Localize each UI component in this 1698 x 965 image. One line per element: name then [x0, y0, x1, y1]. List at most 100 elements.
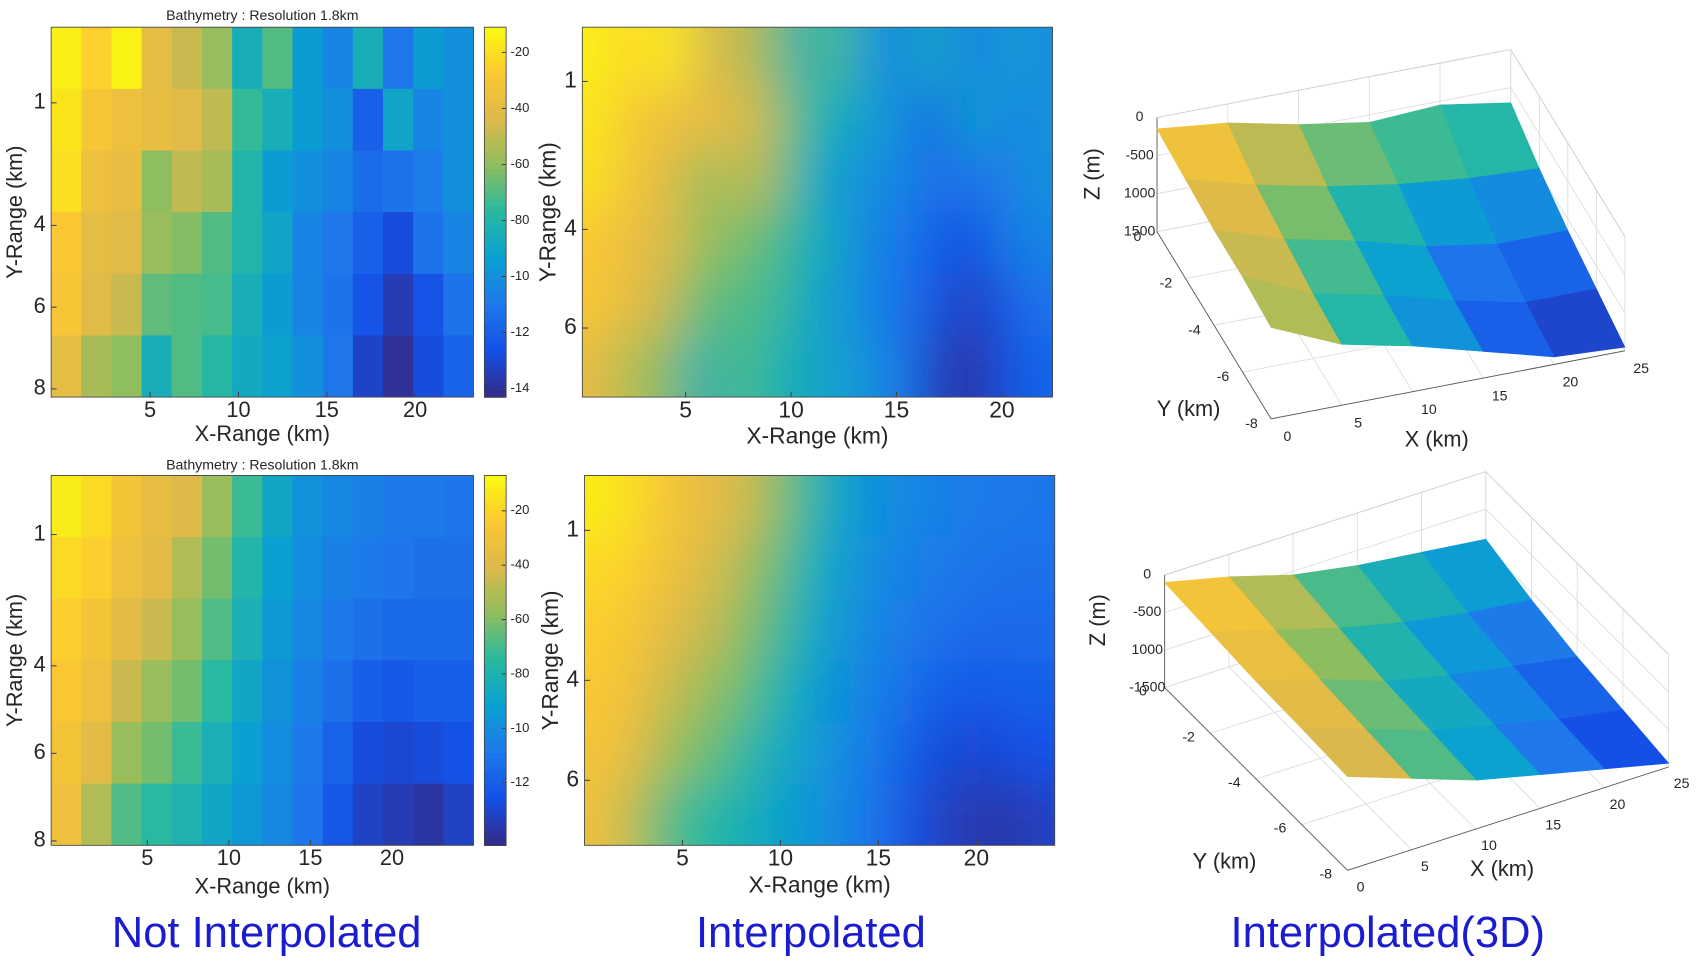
colorbar-swatch — [484, 574, 507, 581]
cell — [413, 150, 444, 213]
cell — [951, 273, 987, 337]
colorbar-swatch — [484, 64, 507, 72]
cell — [951, 212, 987, 275]
cell — [322, 212, 354, 275]
cell — [649, 88, 684, 152]
cell — [750, 212, 785, 275]
cell — [651, 598, 686, 662]
cell — [382, 537, 414, 600]
cell — [685, 660, 720, 723]
cell — [171, 783, 203, 846]
cell — [81, 660, 113, 723]
cell — [232, 598, 263, 662]
x-tick-label: 5 — [676, 845, 689, 871]
cell — [51, 660, 82, 723]
cell — [201, 150, 233, 213]
cell — [985, 273, 1020, 337]
cell — [1018, 335, 1053, 398]
colorbar-swatch — [484, 648, 507, 655]
z-tick-label: -1500 — [1129, 678, 1165, 694]
colorbar-swatch — [484, 366, 507, 374]
cell — [443, 273, 474, 337]
plot-area — [582, 27, 1053, 398]
plot-area — [51, 475, 474, 846]
y-tick-label: -8 — [1319, 865, 1332, 881]
cell — [201, 783, 233, 846]
y-tick-label: -4 — [1188, 321, 1201, 337]
cell — [51, 88, 82, 152]
cell — [81, 27, 113, 90]
colorbar-swatch — [484, 512, 507, 520]
cell — [618, 537, 653, 600]
cell — [649, 150, 684, 213]
x-tick-label: 5 — [144, 397, 156, 422]
colorbar-swatch — [484, 802, 507, 809]
cell — [292, 475, 324, 538]
cell — [201, 335, 233, 398]
colorbar-swatch — [484, 814, 507, 822]
colorbar-swatch — [484, 138, 507, 145]
y-tick-label: -8 — [1245, 415, 1258, 431]
cell — [1018, 27, 1053, 90]
cell — [750, 88, 785, 152]
cell — [953, 722, 989, 785]
colorbar-swatch — [484, 789, 507, 797]
cell — [201, 660, 233, 723]
y-tick-label: 6 — [564, 313, 577, 339]
cell — [262, 475, 294, 538]
plot-area — [51, 27, 474, 398]
cell — [141, 88, 173, 152]
colorbar-swatch — [484, 611, 507, 618]
cell — [819, 475, 854, 538]
colorbar-tick-label: -10 — [510, 268, 529, 283]
cell — [292, 537, 324, 600]
colorbar-tick-label: -20 — [510, 44, 529, 59]
cell — [985, 335, 1020, 398]
plot-frame — [584, 474, 1056, 846]
cell — [232, 150, 263, 213]
cell — [413, 335, 444, 398]
cell — [886, 537, 922, 600]
colorbar-swatch — [484, 33, 507, 41]
colorbar-swatch — [484, 826, 507, 834]
cell — [141, 660, 173, 723]
colorbar-frame — [483, 474, 507, 846]
cell — [851, 212, 886, 275]
cell — [884, 150, 919, 213]
cell — [1018, 88, 1053, 152]
cell — [750, 273, 785, 337]
colorbar-swatch — [484, 286, 507, 293]
colorbar-swatch — [484, 685, 507, 692]
cell — [141, 783, 173, 846]
cell — [232, 537, 263, 600]
cell — [819, 660, 854, 723]
cell — [262, 537, 294, 600]
cell — [783, 335, 819, 398]
cell — [584, 598, 619, 662]
y-tick-label: 4 — [564, 214, 577, 240]
colorbar-swatch — [484, 543, 507, 551]
colorbar-swatch — [484, 279, 507, 287]
cell — [750, 335, 785, 398]
colorbar-swatch — [484, 323, 507, 330]
colorbar-swatch — [484, 310, 507, 318]
colorbar-swatch — [484, 341, 507, 349]
cell — [651, 660, 686, 723]
cell — [443, 212, 474, 275]
cell — [51, 150, 82, 213]
cell — [382, 273, 414, 337]
x-tick-label: 5 — [679, 396, 692, 422]
cell — [413, 212, 444, 275]
cell — [1021, 537, 1055, 600]
cell — [920, 475, 955, 538]
cell — [292, 150, 324, 213]
colorbar-swatch — [484, 623, 507, 631]
cell — [81, 537, 113, 600]
cell — [382, 660, 414, 723]
colorbar-swatch — [484, 777, 507, 785]
colorbar-swatch — [484, 168, 507, 176]
cell — [853, 475, 888, 538]
cell — [443, 150, 474, 213]
cell — [615, 27, 651, 90]
cell — [615, 212, 651, 275]
